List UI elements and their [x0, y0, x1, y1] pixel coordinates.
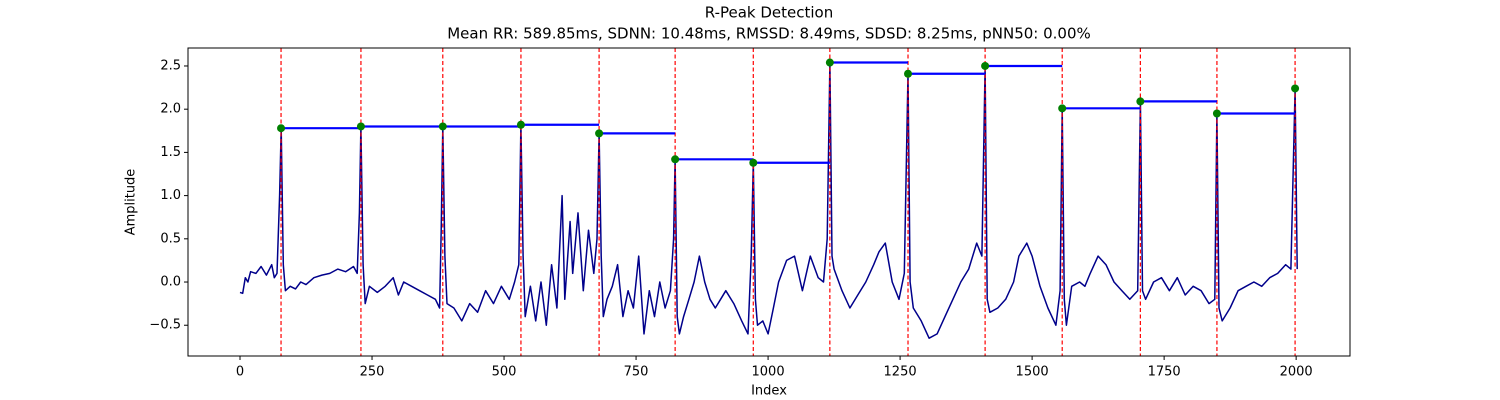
y-tick-label: 0.0 [160, 275, 181, 290]
x-tick-label: 1000 [752, 365, 785, 380]
peak-point [356, 122, 365, 131]
peak-point [1058, 104, 1067, 113]
y-tick-label: 1.0 [160, 188, 181, 203]
y-axis-label: Amplitude [124, 169, 139, 236]
x-axis-label: Index [751, 384, 787, 399]
chart-subtitle: Mean RR: 589.85ms, SDNN: 10.48ms, RMSSD:… [447, 25, 1091, 43]
peak-point [1212, 109, 1221, 118]
peak-point [277, 124, 286, 133]
x-tick-label: 500 [492, 365, 517, 380]
peak-point [516, 120, 525, 129]
x-tick-label: 1750 [1148, 365, 1181, 380]
peak-point [1136, 97, 1145, 106]
peak-point [749, 158, 758, 167]
peak-point [981, 61, 990, 70]
y-tick-label: 2.5 [160, 58, 181, 73]
peak-point [825, 58, 834, 67]
peak-point [438, 122, 447, 131]
peak-point [595, 129, 604, 138]
x-tick-label: 0 [236, 365, 244, 380]
y-tick-label: 2.0 [160, 102, 181, 117]
x-tick-label: 2000 [1280, 365, 1313, 380]
plot-frame [187, 47, 1351, 357]
signal-line [239, 61, 1298, 339]
x-tick-label: 250 [360, 365, 385, 380]
peak-point [1291, 84, 1300, 93]
chart-title: R-Peak Detection [705, 4, 833, 22]
x-tick-label: 750 [624, 365, 649, 380]
y-tick-label: −0.5 [149, 318, 181, 333]
x-tick-label: 1500 [1016, 365, 1049, 380]
y-tick-label: 0.5 [160, 231, 181, 246]
peak-point [904, 69, 913, 78]
peak-point [671, 155, 680, 164]
x-tick-label: 1250 [884, 365, 917, 380]
y-tick-label: 1.5 [160, 145, 181, 160]
